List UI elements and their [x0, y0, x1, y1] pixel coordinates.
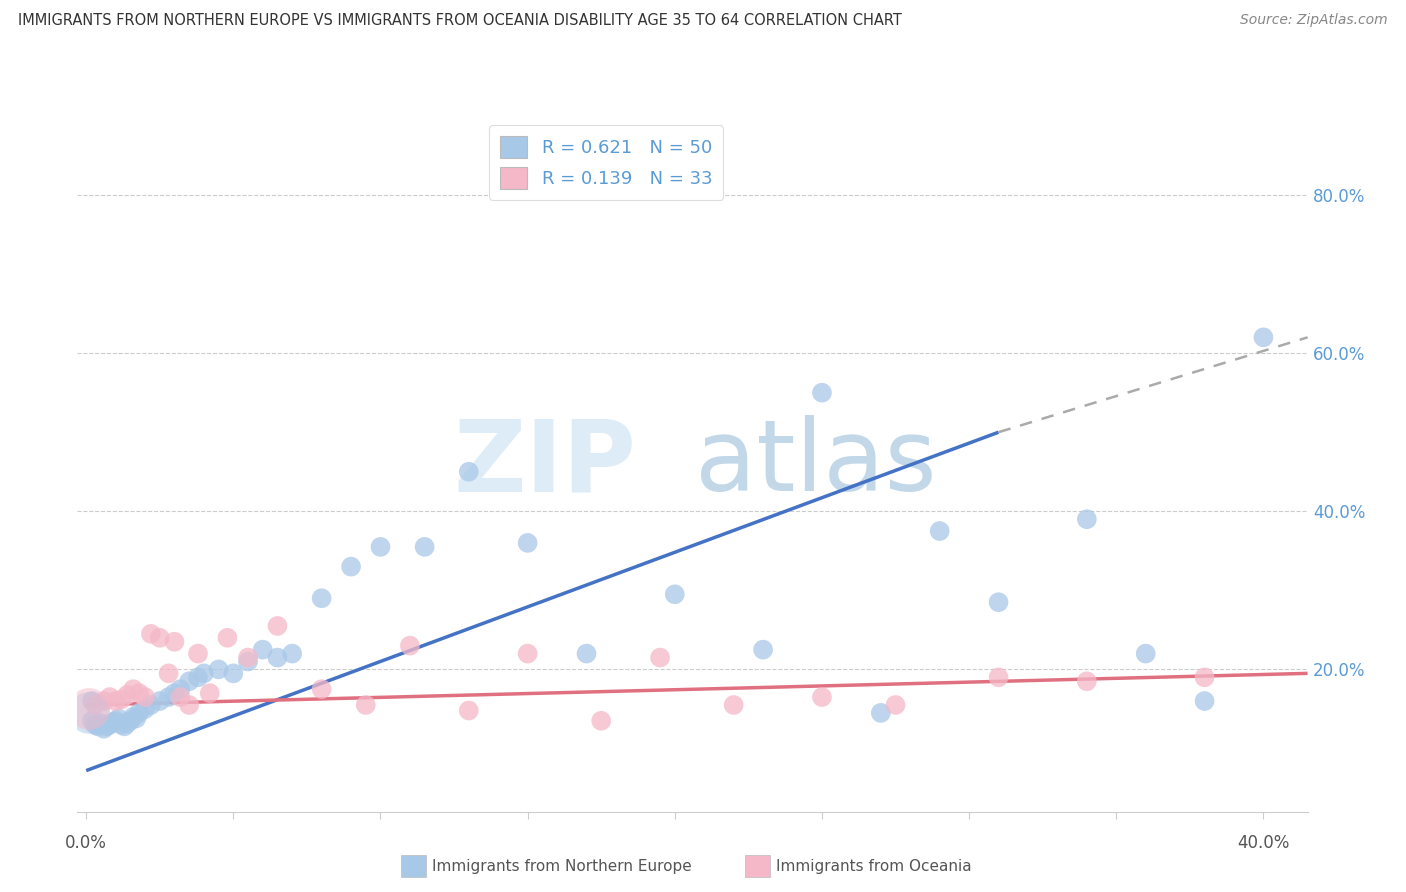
- Point: [157, 690, 180, 704]
- Point: [648, 650, 671, 665]
- Point: [723, 698, 745, 712]
- Point: [110, 717, 132, 731]
- Point: [107, 711, 129, 725]
- Point: [1194, 694, 1216, 708]
- Point: [179, 674, 201, 689]
- Point: [1253, 330, 1275, 344]
- Point: [149, 694, 172, 708]
- Point: [236, 650, 259, 665]
- Point: [340, 559, 363, 574]
- Point: [149, 631, 172, 645]
- Point: [187, 670, 209, 684]
- Point: [928, 524, 950, 538]
- Point: [93, 694, 115, 708]
- Point: [98, 717, 121, 731]
- Point: [252, 642, 274, 657]
- Point: [117, 716, 139, 731]
- Point: [752, 642, 775, 657]
- Point: [125, 711, 148, 725]
- Point: [457, 465, 479, 479]
- Point: [370, 540, 392, 554]
- Point: [128, 686, 150, 700]
- Point: [134, 690, 156, 704]
- Point: [217, 631, 239, 645]
- Point: [266, 650, 288, 665]
- Point: [311, 591, 333, 606]
- Point: [179, 698, 201, 712]
- Point: [169, 690, 191, 704]
- Point: [77, 706, 100, 720]
- Point: [591, 714, 613, 728]
- Point: [96, 719, 118, 733]
- Point: [187, 647, 209, 661]
- Point: [77, 702, 100, 716]
- Text: Source: ZipAtlas.com: Source: ZipAtlas.com: [1240, 13, 1388, 28]
- Point: [207, 662, 229, 676]
- Point: [575, 647, 598, 661]
- Text: 0.0%: 0.0%: [65, 834, 107, 852]
- Point: [98, 690, 121, 704]
- Legend: R = 0.621   N = 50, R = 0.139   N = 33: R = 0.621 N = 50, R = 0.139 N = 33: [489, 125, 723, 200]
- Point: [1135, 647, 1157, 661]
- Text: 40.0%: 40.0%: [1237, 834, 1289, 852]
- Point: [93, 722, 115, 736]
- Point: [987, 670, 1010, 684]
- Point: [128, 706, 150, 720]
- Point: [84, 698, 107, 712]
- Point: [80, 714, 103, 728]
- Point: [112, 719, 135, 733]
- Point: [80, 694, 103, 708]
- Point: [84, 717, 107, 731]
- Point: [122, 710, 145, 724]
- Point: [399, 639, 422, 653]
- Point: [354, 698, 377, 712]
- Text: atlas: atlas: [695, 416, 936, 512]
- Text: IMMIGRANTS FROM NORTHERN EUROPE VS IMMIGRANTS FROM OCEANIA DISABILITY AGE 35 TO : IMMIGRANTS FROM NORTHERN EUROPE VS IMMIG…: [18, 13, 903, 29]
- Point: [987, 595, 1010, 609]
- Point: [163, 634, 186, 648]
- Point: [281, 647, 304, 661]
- Point: [1194, 670, 1216, 684]
- Point: [139, 627, 162, 641]
- Point: [90, 716, 112, 731]
- Point: [811, 690, 834, 704]
- Point: [87, 719, 110, 733]
- Point: [811, 385, 834, 400]
- Point: [516, 647, 538, 661]
- Point: [101, 715, 124, 730]
- Point: [266, 619, 288, 633]
- Point: [516, 536, 538, 550]
- Point: [139, 698, 162, 712]
- Point: [1076, 674, 1098, 689]
- Point: [104, 694, 127, 708]
- Point: [457, 704, 479, 718]
- Point: [163, 686, 186, 700]
- Point: [413, 540, 436, 554]
- Point: [193, 666, 215, 681]
- Text: ZIP: ZIP: [453, 416, 637, 512]
- Point: [169, 682, 191, 697]
- Point: [104, 714, 127, 728]
- Point: [1076, 512, 1098, 526]
- Point: [117, 688, 139, 702]
- Point: [869, 706, 891, 720]
- Point: [236, 655, 259, 669]
- Point: [120, 714, 142, 728]
- Point: [884, 698, 907, 712]
- Point: [222, 666, 245, 681]
- Point: [311, 682, 333, 697]
- Point: [198, 686, 221, 700]
- Point: [110, 692, 132, 706]
- Point: [664, 587, 686, 601]
- Point: [134, 702, 156, 716]
- Text: Immigrants from Oceania: Immigrants from Oceania: [776, 859, 972, 873]
- Point: [122, 682, 145, 697]
- Point: [157, 666, 180, 681]
- Text: Immigrants from Northern Europe: Immigrants from Northern Europe: [432, 859, 692, 873]
